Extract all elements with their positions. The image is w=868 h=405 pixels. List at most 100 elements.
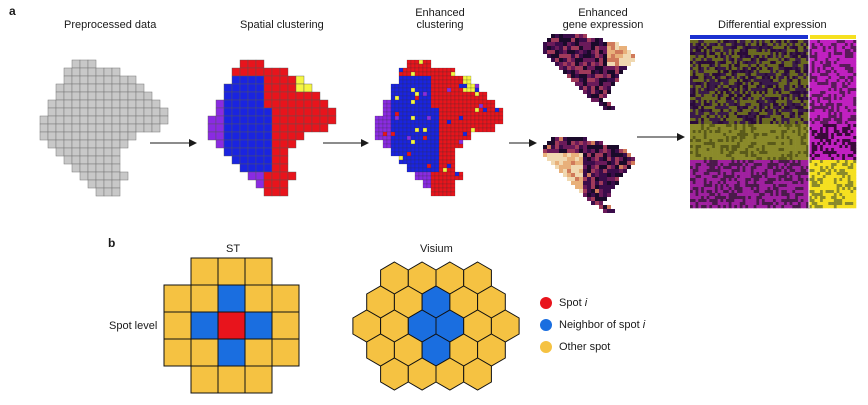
tissue-spot xyxy=(103,107,113,117)
heatmap-cell xyxy=(737,109,741,113)
heatmap-cell xyxy=(822,49,826,53)
cluster-spot xyxy=(311,91,321,101)
heatmap-cell xyxy=(808,118,813,122)
heatmap-cell xyxy=(817,160,821,164)
gene-expression-pixel xyxy=(615,149,619,153)
gene-expression-pixel xyxy=(543,153,547,157)
cluster-spot xyxy=(255,83,265,93)
heatmap-cell xyxy=(795,67,799,71)
heatmap-cell xyxy=(723,73,727,77)
heatmap-cell xyxy=(842,136,846,140)
gene-expression-pixel xyxy=(567,42,571,46)
heatmap-cell xyxy=(712,136,716,140)
enhanced-subspot xyxy=(434,111,440,117)
heatmap-cell xyxy=(737,88,741,92)
heatmap-cell xyxy=(784,103,788,107)
heatmap-cell xyxy=(698,196,702,200)
panel-b-letter: b xyxy=(108,236,116,250)
heatmap-cell xyxy=(759,43,763,47)
heatmap-cell xyxy=(833,130,837,134)
enhanced-subspot xyxy=(386,131,392,137)
heatmap-cell xyxy=(800,199,804,203)
heatmap-cell xyxy=(767,115,771,119)
enhanced-subspot xyxy=(446,83,452,89)
tissue-spot xyxy=(79,155,89,165)
cluster-spot xyxy=(247,147,257,157)
heatmap-cell xyxy=(831,52,835,56)
enhanced-subspot xyxy=(398,151,404,157)
heatmap-cell xyxy=(742,181,746,185)
enhanced-subspot xyxy=(418,67,424,73)
gene-expression-pixel xyxy=(587,74,591,78)
heatmap-cell xyxy=(825,145,829,149)
cluster-spot xyxy=(247,131,257,141)
heatmap-cell xyxy=(712,127,716,131)
heatmap-cell xyxy=(775,190,779,194)
gene-expression-pixel xyxy=(579,169,583,173)
heatmap-cell xyxy=(717,139,721,143)
heatmap-cell xyxy=(811,133,815,137)
cluster-spot xyxy=(263,131,273,141)
heatmap-cell xyxy=(792,52,796,56)
heatmap-cell xyxy=(739,127,743,131)
heatmap-cell xyxy=(770,55,774,59)
heatmap-cell xyxy=(808,88,813,92)
heatmap-cell xyxy=(773,67,777,71)
heatmap-cell xyxy=(792,43,796,47)
heatmap-cell xyxy=(797,106,801,110)
enhanced-subspot xyxy=(402,111,408,117)
enhanced-subspot xyxy=(426,79,432,85)
heatmap-cell xyxy=(737,118,741,122)
enhanced-subspot xyxy=(446,147,452,153)
heatmap-cell xyxy=(820,157,824,161)
gene-expression-pixel xyxy=(627,161,631,165)
cluster-spot xyxy=(231,123,241,133)
heatmap-cell xyxy=(850,178,854,182)
heatmap-cell xyxy=(808,139,813,143)
enhanced-subspot xyxy=(462,111,468,117)
gene-expression-pixel xyxy=(587,169,591,173)
heatmap-cell xyxy=(853,199,857,203)
heatmap-cell xyxy=(800,193,804,197)
enhanced-subspot xyxy=(450,163,456,169)
heatmap-cell xyxy=(706,166,710,170)
gene-expression-pixel xyxy=(571,181,575,185)
heatmap-cell xyxy=(717,49,721,53)
enhanced-subspot xyxy=(446,143,452,149)
enhanced-subspot xyxy=(398,79,404,85)
heatmap-cell xyxy=(690,127,694,131)
heatmap-cell xyxy=(764,73,768,77)
tissue-spot xyxy=(79,171,89,181)
heatmap-cell xyxy=(734,193,738,197)
enhanced-subspot xyxy=(442,179,448,185)
heatmap-cell xyxy=(784,178,788,182)
heatmap-cell xyxy=(692,193,696,197)
heatmap-cell xyxy=(690,130,694,134)
heatmap-cell xyxy=(784,202,788,206)
heatmap-cell xyxy=(775,124,779,128)
enhanced-subspot xyxy=(450,151,456,157)
heatmap-cell xyxy=(795,97,799,101)
cluster-spot xyxy=(255,147,265,157)
gene-expression-pixel xyxy=(611,106,615,110)
heatmap-cell xyxy=(723,79,727,83)
heatmap-cell xyxy=(811,148,815,152)
enhanced-subspot xyxy=(462,115,468,121)
heatmap-cell xyxy=(803,82,807,86)
heatmap-cell xyxy=(764,196,768,200)
heatmap-cell xyxy=(797,115,801,119)
heatmap-cell xyxy=(806,91,810,95)
label-enhanced-gene-line1: Enhanced xyxy=(578,7,628,19)
heatmap-cell xyxy=(703,43,707,47)
heatmap-cell xyxy=(759,160,763,164)
heatmap-cell xyxy=(717,199,721,203)
legend-label-other: Other spot xyxy=(559,341,611,353)
heatmap-cell xyxy=(714,43,718,47)
heatmap-cell xyxy=(767,142,771,146)
gene-expression-pixel xyxy=(607,153,611,157)
cluster-spot xyxy=(231,67,241,77)
heatmap-cell xyxy=(725,154,730,158)
heatmap-cell xyxy=(712,91,716,95)
heatmap-cell xyxy=(739,133,743,137)
enhanced-subspot xyxy=(450,171,456,177)
